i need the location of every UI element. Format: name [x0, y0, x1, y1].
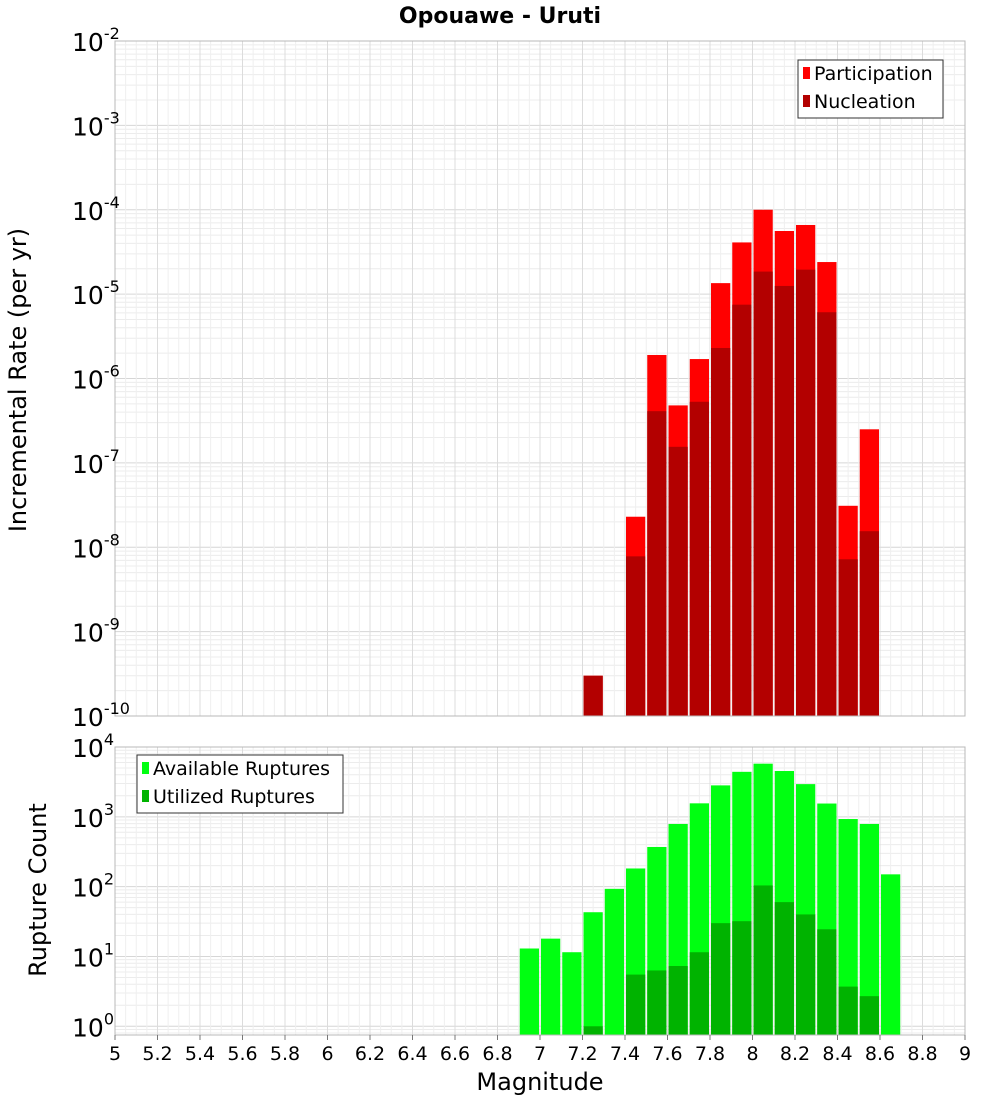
y-tick-label: 100 — [72, 1009, 114, 1042]
bar — [689, 401, 709, 716]
x-tick-label: 5.8 — [270, 1043, 300, 1065]
bottom-y-axis-label: Rupture Count — [24, 803, 52, 977]
legend-swatch — [142, 762, 149, 774]
top-y-axis-label: Incremental Rate (per yr) — [4, 228, 32, 532]
top-plot-frame — [114, 40, 966, 717]
bar — [838, 986, 858, 1035]
x-tick-label: 5 — [109, 1043, 121, 1065]
y-tick-label: 10-10 — [72, 699, 130, 732]
bar — [881, 874, 901, 1035]
x-tick-label: 7.2 — [567, 1043, 597, 1065]
legend-label: Utilized Ruptures — [153, 786, 315, 808]
bar — [562, 952, 582, 1035]
y-tick-label: 10-8 — [72, 530, 120, 563]
bar — [647, 411, 667, 716]
x-tick-label: 6.6 — [440, 1043, 470, 1065]
x-tick-label: 8.4 — [822, 1043, 852, 1065]
legend-label: Participation — [814, 63, 933, 85]
x-tick-label: 7.8 — [695, 1043, 725, 1065]
x-tick-label: 8 — [746, 1043, 758, 1065]
x-tick-label: 6 — [321, 1043, 333, 1065]
bar — [817, 312, 837, 716]
x-tick-label: 6.4 — [397, 1043, 427, 1065]
x-tick-label: 6.2 — [355, 1043, 385, 1065]
y-tick-label: 103 — [72, 800, 114, 833]
bar — [774, 285, 794, 716]
bar — [817, 929, 837, 1035]
x-tick-label: 9 — [959, 1043, 971, 1065]
x-axis-label: Magnitude — [476, 1068, 603, 1096]
bar — [838, 559, 858, 716]
bar — [732, 304, 752, 716]
bar — [604, 888, 624, 1035]
top-grid — [114, 40, 966, 717]
x-tick-label: 7.4 — [610, 1043, 640, 1065]
bar — [668, 446, 688, 716]
bottom-legend: Available Ruptures Utilized Ruptures — [136, 754, 344, 814]
bar — [647, 970, 667, 1035]
y-tick-label: 104 — [72, 730, 114, 763]
x-tick-label: 5.6 — [227, 1043, 257, 1065]
legend-label: Nucleation — [814, 91, 916, 113]
bar — [668, 966, 688, 1035]
bar — [626, 556, 646, 716]
x-tick-label: 6.8 — [482, 1043, 512, 1065]
bar — [774, 902, 794, 1035]
bottom-series-2 — [583, 885, 879, 1035]
legend-box — [136, 754, 344, 814]
chart-title: Opouawe - Uruti — [399, 4, 601, 29]
y-tick-label: 102 — [72, 870, 114, 903]
x-ticks: 5 5.2 5.4 5.6 5.8 6 6.2 6.4 6.6 6.8 7 7.2 7.4 7.6 7.8 8… — [109, 1035, 971, 1065]
x-tick-label: 5.4 — [185, 1043, 215, 1065]
bar — [753, 885, 773, 1035]
y-tick-label: 10-3 — [72, 108, 120, 141]
bar — [753, 271, 773, 716]
bar — [583, 675, 603, 716]
legend-label: Available Ruptures — [153, 758, 330, 780]
bar — [583, 1026, 603, 1035]
x-tick-label: 5.2 — [142, 1043, 172, 1065]
bar — [859, 531, 879, 716]
y-tick-label: 10-9 — [72, 615, 120, 648]
bar — [859, 996, 879, 1035]
bar — [732, 921, 752, 1035]
bar — [838, 819, 858, 1035]
bar — [519, 948, 539, 1035]
legend-box — [797, 59, 944, 119]
bar — [796, 269, 816, 716]
y-tick-label: 10-2 — [72, 24, 120, 57]
x-tick-label: 7.6 — [652, 1043, 682, 1065]
bar — [711, 923, 731, 1035]
top-y-ticks: 10-10 10-9 10-8 10-7 10-6 10-5 10-4 10-3 10-2 — [72, 24, 130, 732]
bottom-y-ticks: 100 101 102 103 104 — [72, 730, 114, 1042]
legend-swatch — [803, 95, 810, 107]
top-legend: Participation Nucleation — [797, 59, 944, 119]
top-series-2 — [583, 269, 879, 716]
bar — [541, 938, 561, 1035]
bar — [626, 974, 646, 1035]
x-tick-label: 8.8 — [907, 1043, 937, 1065]
y-tick-label: 101 — [72, 939, 114, 972]
bar — [583, 912, 603, 1035]
legend-swatch — [803, 67, 810, 79]
x-tick-label: 8.2 — [780, 1043, 810, 1065]
y-tick-label: 10-7 — [72, 446, 120, 479]
bar — [859, 823, 879, 1035]
bar — [689, 952, 709, 1035]
y-tick-label: 10-6 — [72, 362, 120, 395]
x-tick-label: 7 — [534, 1043, 546, 1065]
legend-swatch — [142, 790, 149, 802]
y-tick-label: 10-5 — [72, 277, 120, 310]
bar — [711, 347, 731, 716]
y-tick-label: 10-4 — [72, 193, 120, 226]
x-tick-label: 8.6 — [865, 1043, 895, 1065]
bar — [796, 914, 816, 1035]
